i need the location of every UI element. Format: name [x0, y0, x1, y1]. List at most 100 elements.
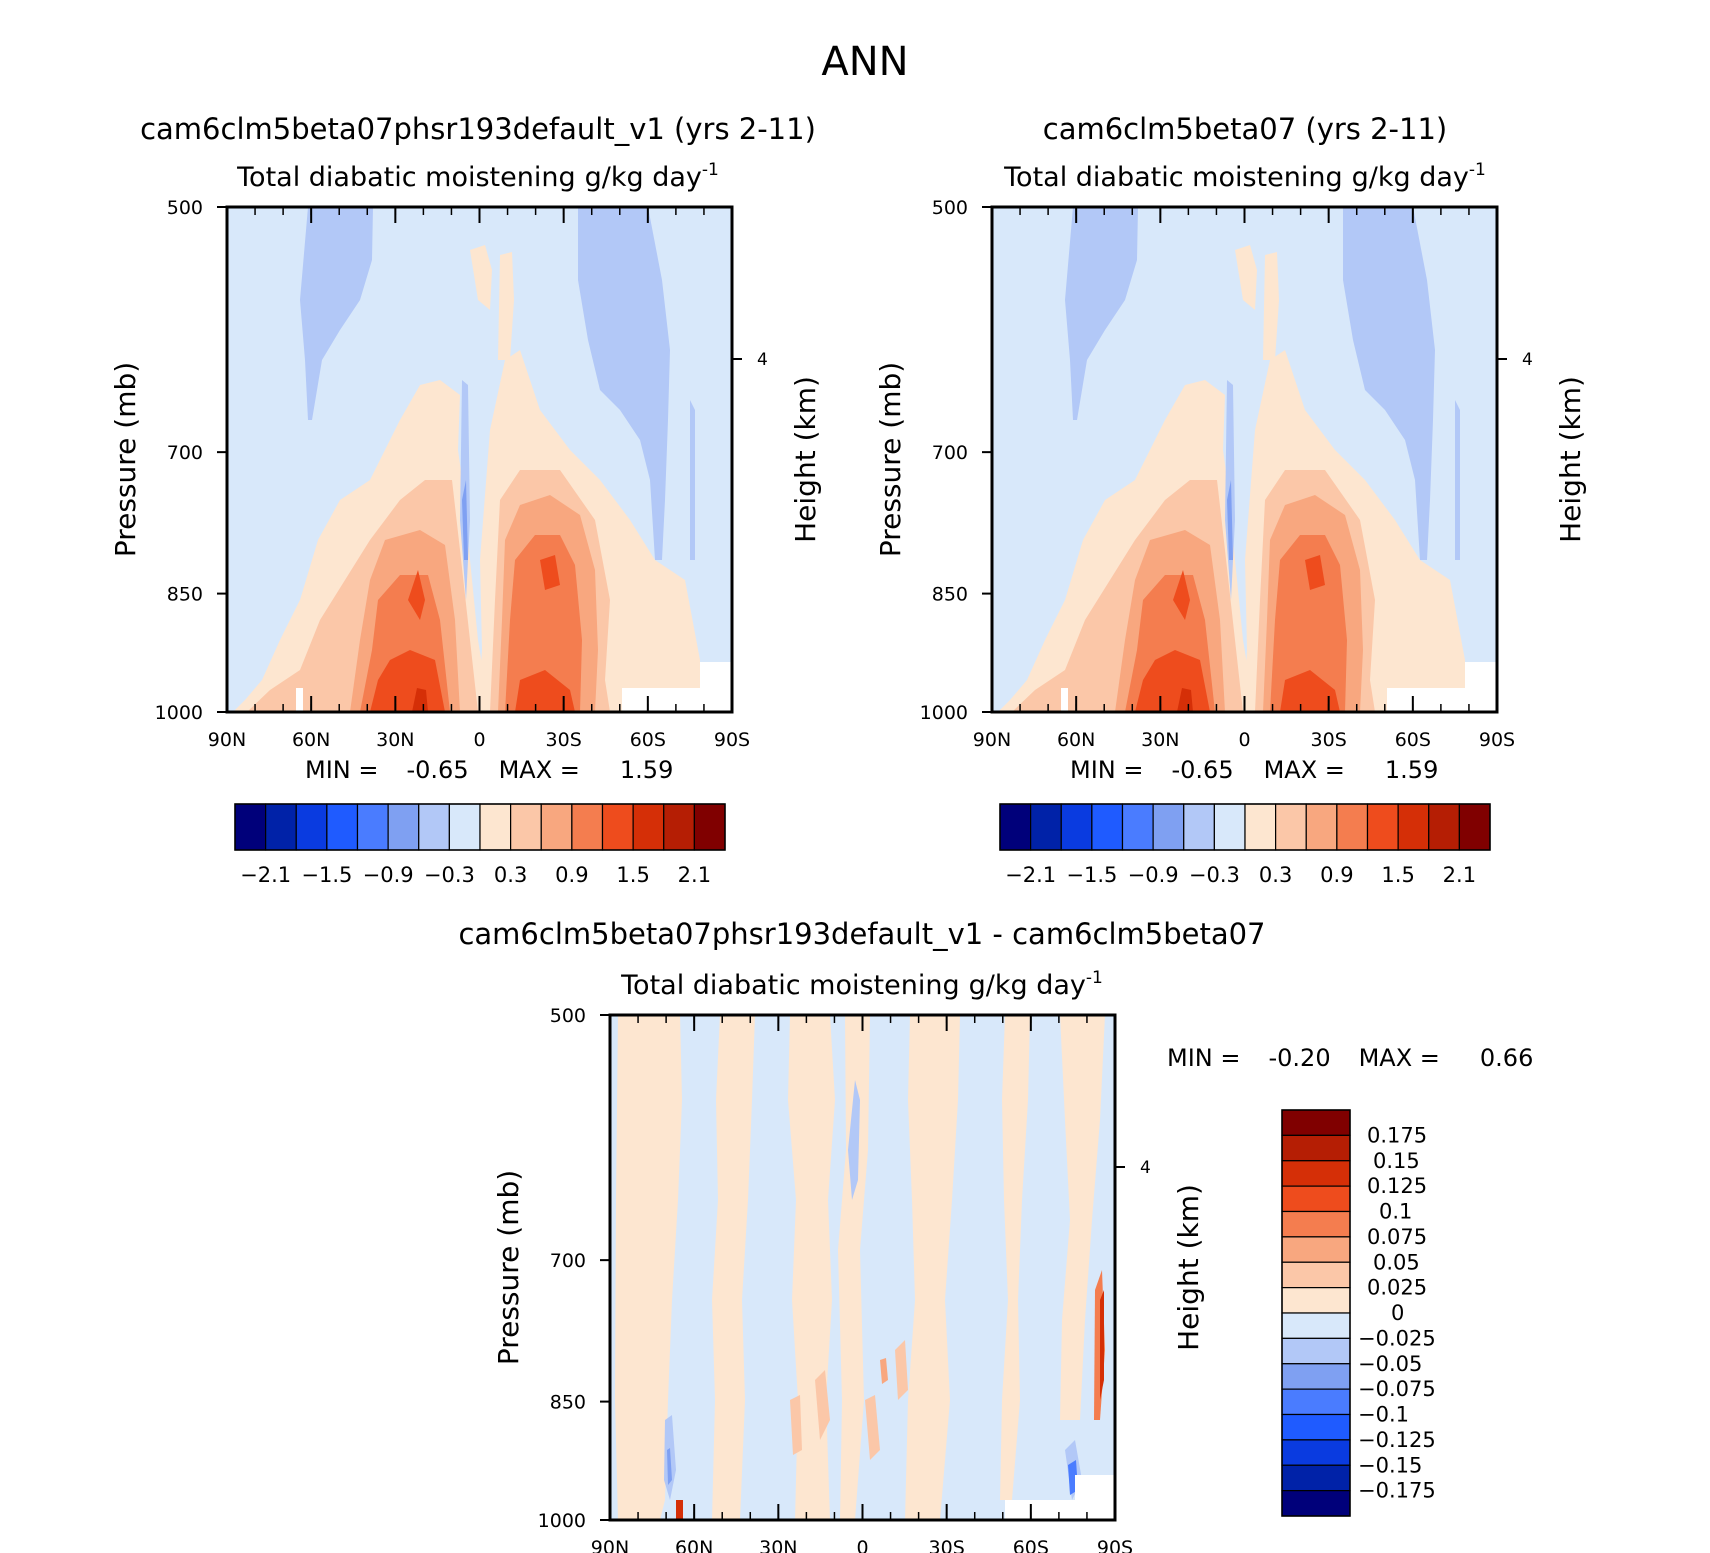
colorbar-label: −0.3	[1189, 863, 1240, 887]
colorbar-label: 0.15	[1373, 1149, 1420, 1173]
y-axis-label-right: Height (km)	[789, 376, 822, 543]
colorbar-swatch	[540, 803, 573, 851]
colorbar-label: 0.9	[1320, 863, 1353, 887]
x-tick-label: 30N	[376, 729, 414, 751]
panel-title: cam6clm5beta07phsr193default_v1 (yrs 2-1…	[140, 112, 816, 146]
colorbar-swatch	[1060, 803, 1093, 851]
y-tick-label: 700	[932, 442, 968, 464]
y-axis-label-right: Height (km)	[1172, 1184, 1205, 1351]
colorbar-label: −2.1	[240, 863, 291, 887]
colorbar-label: −0.05	[1358, 1352, 1422, 1376]
band-pos-2	[712, 1015, 755, 1520]
blob-pos-2	[895, 1340, 908, 1400]
colorbar-swatch	[1281, 1388, 1351, 1416]
colorbar-swatch	[1281, 1337, 1351, 1365]
colorbar: −2.1 −1.5 −0.9 −0.3 0.3 0.9 1.5 2.1	[999, 803, 1491, 887]
band-pos-1	[615, 1015, 682, 1520]
colorbar-swatch	[1152, 803, 1185, 851]
missing-mask-a3	[700, 662, 732, 712]
colorbar-label: −0.9	[363, 863, 414, 887]
colorbar-swatch	[1281, 1210, 1351, 1238]
colorbar-swatch	[1397, 803, 1430, 851]
contour-12-sh	[515, 670, 575, 712]
colorbar-swatch	[479, 803, 512, 851]
contour-12-sh-core	[540, 555, 560, 590]
colorbar-swatch	[510, 803, 542, 851]
colorbar-swatch	[632, 803, 665, 851]
colorbar-label: −0.125	[1358, 1428, 1436, 1452]
y-axis-label: Pressure (mb)	[109, 362, 142, 557]
x-tick-label: 0	[856, 1537, 868, 1553]
y-axis-label: Pressure (mb)	[874, 362, 907, 557]
contour-12-nh-core	[408, 570, 425, 620]
colorbar-swatch	[1281, 1261, 1351, 1289]
contour-blue-sh	[578, 207, 670, 560]
y-axis-label-right: Height (km)	[1554, 376, 1587, 543]
colorbar-label: 2.1	[678, 863, 711, 887]
colorbar-label: 0.175	[1367, 1123, 1427, 1147]
colorbar-swatch	[1121, 803, 1154, 851]
contour-blue-sh	[1343, 207, 1435, 560]
colorbar-label: −1.5	[301, 863, 352, 887]
colorbar-label: 1.5	[1381, 863, 1414, 887]
colorbar-label: 0.125	[1367, 1174, 1427, 1198]
colorbar-swatch	[999, 803, 1032, 851]
y-tick-label: 1000	[538, 1510, 586, 1532]
y-tick-label: 700	[167, 442, 203, 464]
contour-blue-nh	[300, 207, 373, 420]
contour-09-sh	[505, 535, 582, 712]
y-tick-label: 850	[167, 584, 203, 606]
colorbar-label: 0.1	[1379, 1200, 1412, 1224]
y-tick-label: 700	[550, 1250, 586, 1272]
colorbar-swatch	[1458, 803, 1491, 851]
missing-mask-c2	[1075, 1475, 1115, 1520]
band-pos-7	[838, 1015, 870, 1520]
colorbar-swatch	[1305, 803, 1338, 851]
contour-12-sh	[1280, 670, 1340, 712]
contour-blue-sh2	[1455, 400, 1460, 560]
colorbar-label: 1.5	[616, 863, 649, 887]
contour-pos-top1	[470, 245, 492, 310]
colorbar-swatch	[1244, 803, 1277, 851]
panel-subtitle: Total diabatic moistening g/kg day-1	[1003, 160, 1486, 193]
colorbar-swatch	[1366, 803, 1399, 851]
colorbar-label: 0.3	[1259, 863, 1292, 887]
missing-mask-a	[622, 688, 700, 712]
contour-blue-nh	[1065, 207, 1138, 420]
y-tick-label: 500	[550, 1005, 586, 1027]
colorbar-swatch	[1281, 1490, 1351, 1517]
blob-pos-3	[865, 1395, 880, 1460]
edge-pos-3	[676, 1500, 683, 1520]
contour-pos-top1	[1235, 245, 1257, 310]
panel-title: cam6clm5beta07phsr193default_v1 - cam6cl…	[458, 917, 1265, 951]
x-tick-label: 30N	[1141, 729, 1179, 751]
panel-title: cam6clm5beta07 (yrs 2-11)	[1043, 112, 1448, 146]
colorbar-swatch	[1281, 1109, 1351, 1136]
missing-mask-b2	[1061, 688, 1068, 712]
y-tick-label: 500	[167, 197, 203, 219]
panel-subtitle: Total diabatic moistening g/kg day-1	[236, 160, 719, 193]
stats-line: MIN = -0.65 MAX = 1.59	[1070, 756, 1438, 784]
axes-group: 90N 60N 30N 0 30S 60S 90S 500 700 850 1000 4 Pressur…	[109, 197, 822, 751]
colorbar-frame	[1281, 1109, 1351, 1517]
right-tick-label: 4	[1522, 350, 1533, 370]
contour-pos-top2	[1263, 252, 1279, 360]
colorbar-swatch	[1281, 1134, 1351, 1162]
colorbar-label: −0.175	[1358, 1479, 1436, 1503]
colorbar-swatch	[1336, 803, 1369, 851]
x-tick-label: 90S	[1479, 729, 1515, 751]
y-tick-label: 850	[550, 1392, 586, 1414]
colorbar-label: 0.3	[494, 863, 527, 887]
colorbar-frame	[999, 803, 1491, 851]
x-tick-label: 0	[1238, 729, 1250, 751]
figure-title: ANN	[821, 39, 908, 85]
missing-mask-a2	[296, 688, 303, 712]
panel-diff: cam6clm5beta07phsr193default_v1 - cam6cl…	[458, 917, 1533, 1553]
x-tick-label: 60N	[1057, 729, 1095, 751]
x-tick-label: 90S	[1097, 1537, 1133, 1553]
colorbar-label: 0.9	[555, 863, 588, 887]
colorbar-swatch	[326, 803, 359, 851]
panel-test: cam6clm5beta07phsr193default_v1 (yrs 2-1…	[109, 112, 822, 887]
right-tick-label: 4	[757, 350, 768, 370]
missing-mask-b	[1387, 688, 1465, 712]
